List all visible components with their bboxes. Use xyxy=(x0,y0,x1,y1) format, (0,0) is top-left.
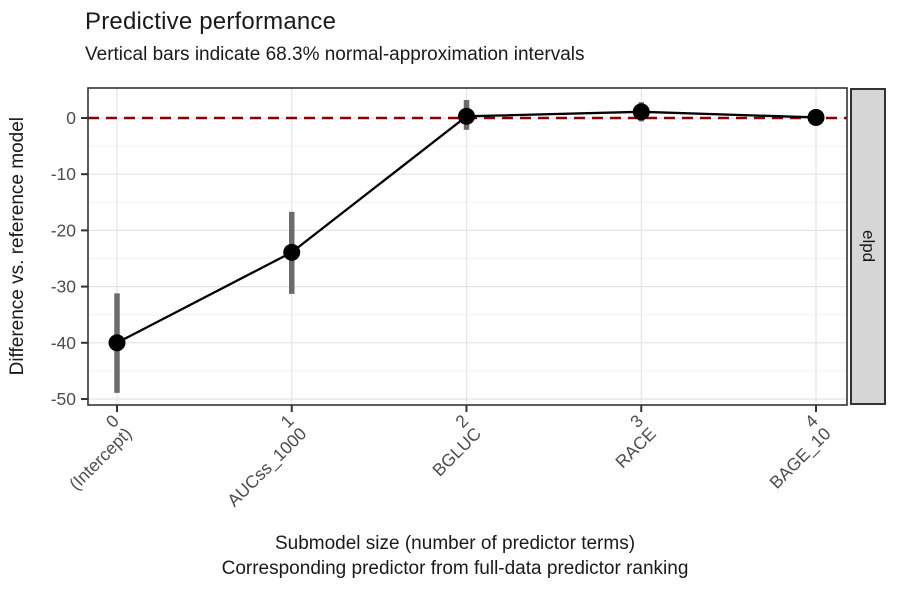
y-tick-label: -40 xyxy=(51,333,77,353)
x-axis-title: Submodel size (number of predictor terms… xyxy=(0,531,900,581)
x-tick-label: 3RACE xyxy=(599,411,660,472)
data-point xyxy=(807,108,825,126)
panel-background xyxy=(88,88,847,405)
chart-title: Predictive performance xyxy=(85,8,337,35)
y-tick-label: -30 xyxy=(51,277,77,297)
x-axis-title-line2: Corresponding predictor from full-data p… xyxy=(221,558,689,579)
facet-strip-label: elpd xyxy=(859,230,878,263)
x-axis-title-line1: Submodel size (number of predictor terms… xyxy=(274,533,636,554)
data-point xyxy=(108,334,126,352)
facet-strip-elpd: elpd xyxy=(850,88,886,405)
x-tick-label: 2BGLUC xyxy=(416,411,486,481)
data-point xyxy=(632,103,650,121)
data-point xyxy=(458,107,475,125)
y-tick-label: -10 xyxy=(51,164,77,184)
x-tick-label: 4BAGE_10 xyxy=(753,410,836,493)
chart-subtitle: Vertical bars indicate 68.3% normal-appr… xyxy=(85,44,585,65)
x-tick-label: 0(Intercept) xyxy=(52,410,135,493)
y-tick-label: -20 xyxy=(51,220,77,240)
y-tick-label: 0 xyxy=(66,108,76,128)
data-point xyxy=(283,243,301,261)
x-tick-label: 1AUCss_1000 xyxy=(211,411,312,512)
y-tick-label: -50 xyxy=(51,389,77,409)
